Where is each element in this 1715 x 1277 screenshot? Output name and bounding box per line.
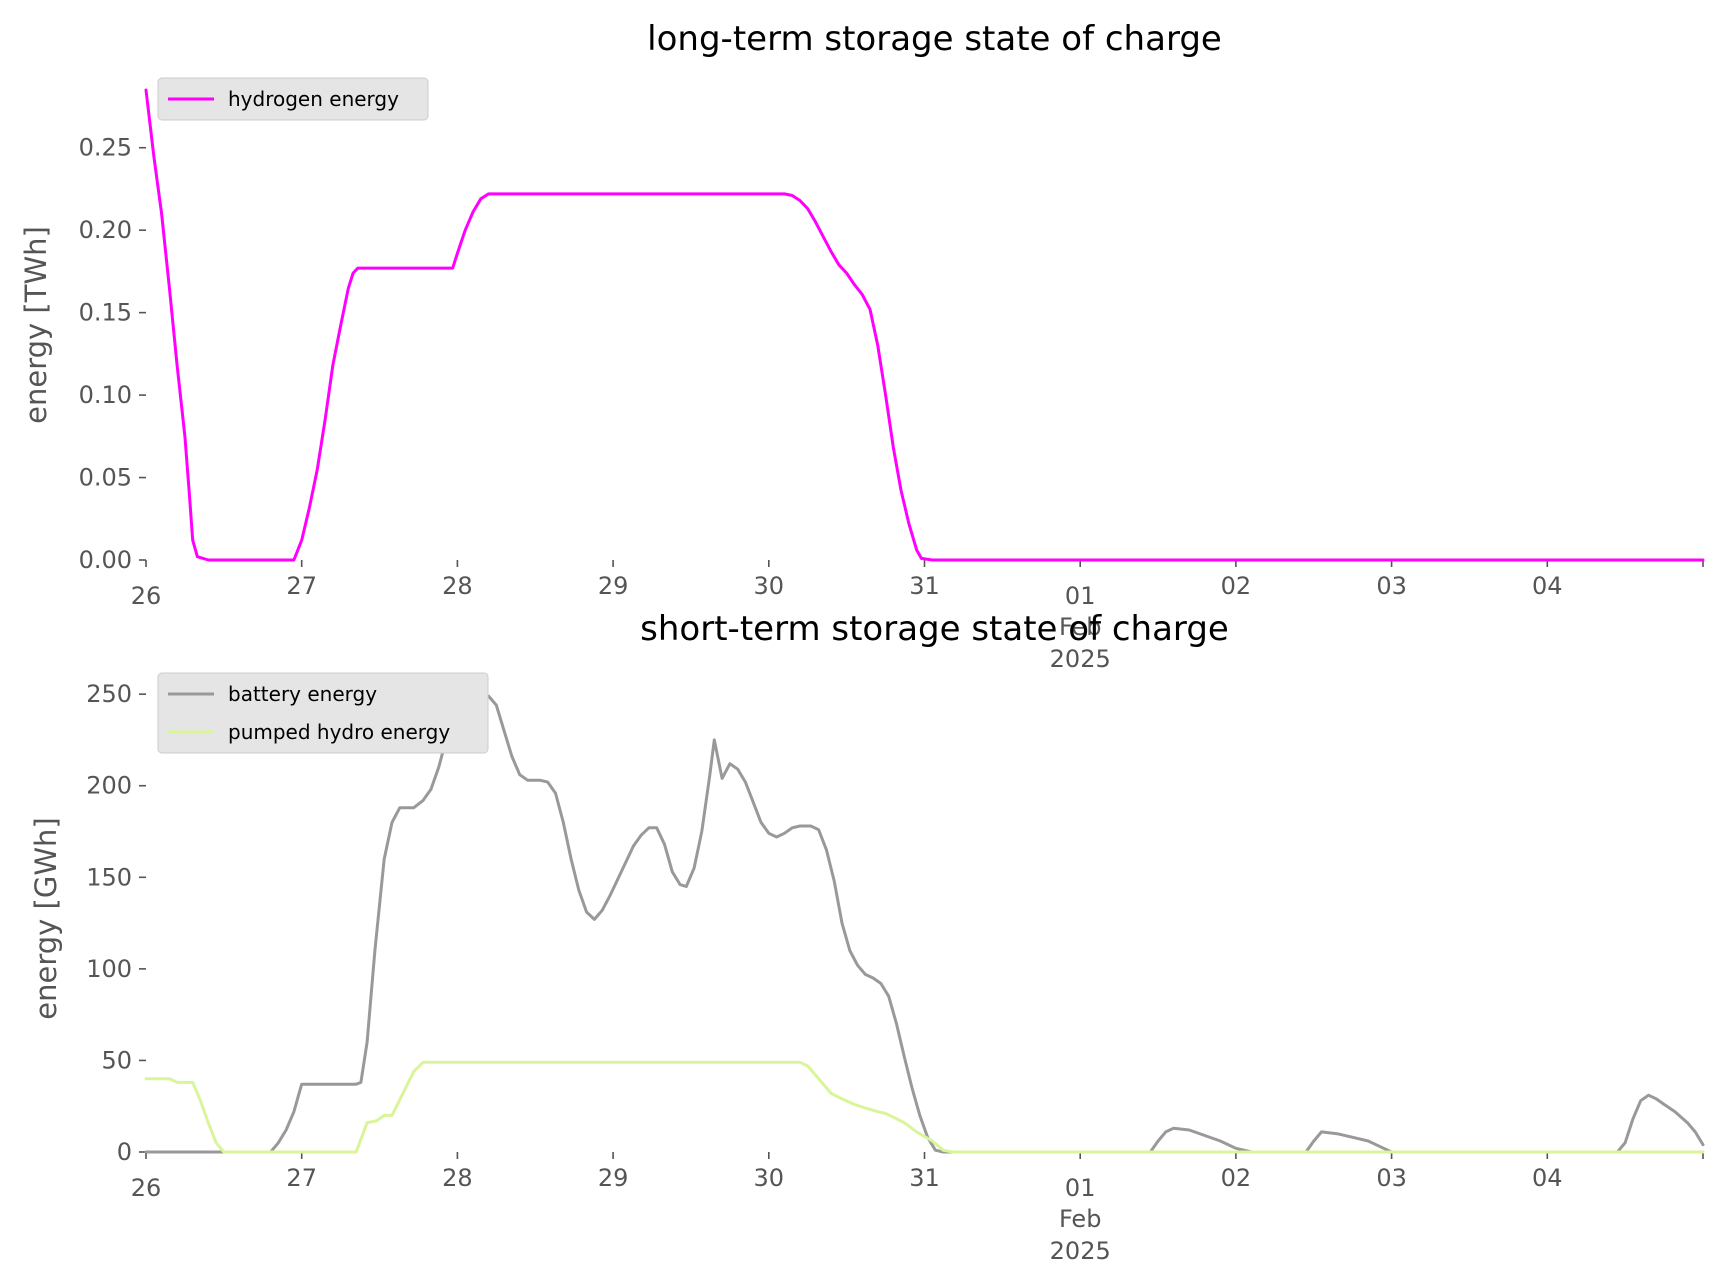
y-tick-label: 200 <box>86 772 132 800</box>
series-line-pumped-hydro-energy <box>144 1060 1705 1154</box>
x-tick-label: 29 <box>598 572 629 600</box>
chart-title: short-term storage state of charge <box>640 609 1229 649</box>
x-tick-label: 03 <box>1376 572 1407 600</box>
x-tick-label: 28 <box>442 1164 473 1192</box>
y-axis-label: energy [TWh] <box>19 226 53 424</box>
x-secondary-label: Feb <box>1059 613 1102 641</box>
short-term-storage-panel: short-term storage state of charge energy… <box>29 609 1705 1265</box>
x-tick-label: 31 <box>909 1164 940 1192</box>
legend-box <box>157 77 429 121</box>
y-tick-label: 50 <box>101 1046 132 1074</box>
x-tick-label: 02 <box>1221 572 1252 600</box>
x-tick-label: 26 <box>131 1174 162 1202</box>
long-term-storage-panel: long-term storage state of charge energy … <box>19 19 1705 673</box>
y-tick-label: 0.05 <box>79 464 132 492</box>
x-secondary-label: 2025 <box>1050 645 1111 673</box>
y-tick-label: 100 <box>86 955 132 983</box>
y-tick-label: 0 <box>117 1138 132 1166</box>
x-tick-label: 01 <box>1065 1174 1096 1202</box>
x-tick-label: 31 <box>909 572 940 600</box>
chart-title: long-term storage state of charge <box>647 19 1222 59</box>
x-tick-label: 28 <box>442 572 473 600</box>
x-tick-label: 29 <box>598 1164 629 1192</box>
x-tick-label: 30 <box>754 572 785 600</box>
x-secondary-label: Feb <box>1059 1205 1102 1233</box>
x-tick-label: 27 <box>286 1164 317 1192</box>
x-tick-label: 02 <box>1221 1164 1252 1192</box>
y-tick-label: 250 <box>86 680 132 708</box>
legend-label: hydrogen energy <box>228 87 399 111</box>
y-tick-label: 0.00 <box>79 546 132 574</box>
legend-label: pumped hydro energy <box>228 720 450 744</box>
x-tick-label: 26 <box>131 582 162 610</box>
y-tick-label: 0.20 <box>79 216 132 244</box>
x-tick-label: 01 <box>1065 582 1096 610</box>
y-tick-label: 0.15 <box>79 299 132 327</box>
y-tick-label: 0.25 <box>79 134 132 162</box>
x-secondary-label: 2025 <box>1050 1237 1111 1265</box>
y-tick-label: 150 <box>86 863 132 891</box>
x-tick-label: 30 <box>754 1164 785 1192</box>
x-tick-label: 04 <box>1532 1164 1563 1192</box>
y-axis-label: energy [GWh] <box>29 817 63 1019</box>
y-tick-label: 0.10 <box>79 381 132 409</box>
legend-box <box>157 672 489 754</box>
legend-label: battery energy <box>228 682 377 706</box>
x-tick-label: 03 <box>1376 1164 1407 1192</box>
x-tick-label: 04 <box>1532 572 1563 600</box>
series-line-battery-energy <box>144 694 1705 1154</box>
series-line-hydrogen-energy <box>144 88 1705 562</box>
x-tick-label: 27 <box>286 572 317 600</box>
